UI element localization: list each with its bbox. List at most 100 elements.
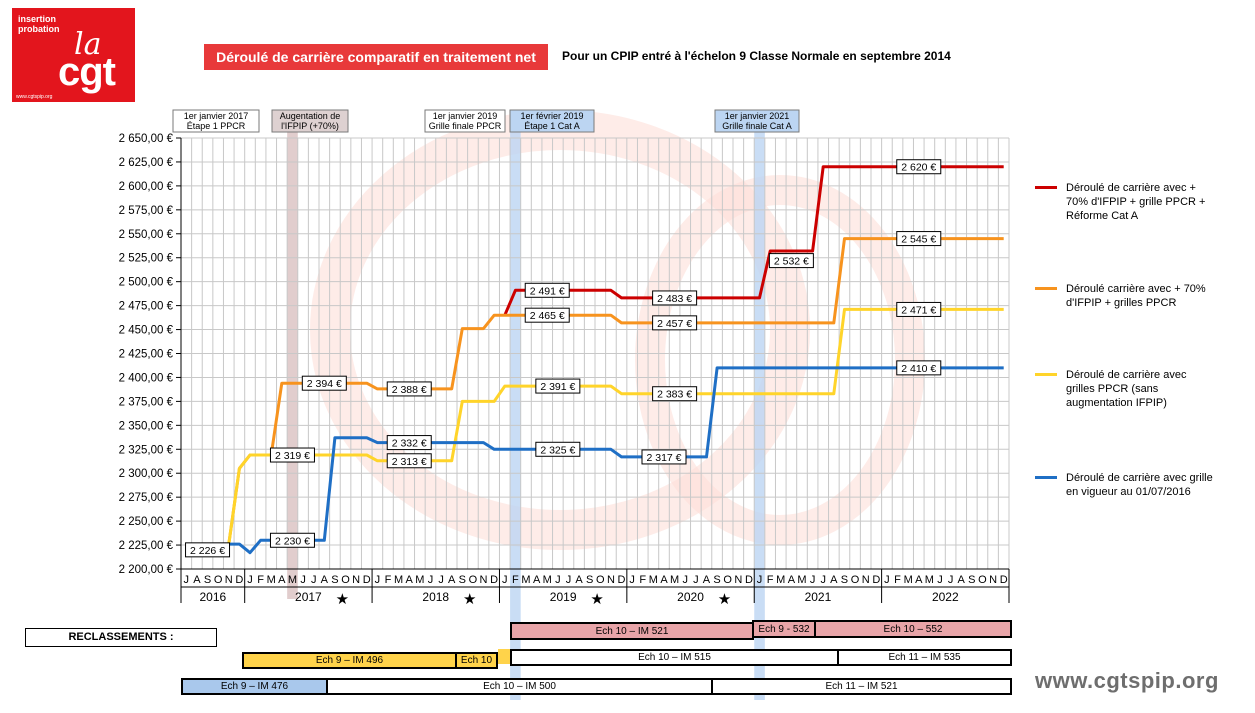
- annotation-box: [509, 109, 595, 133]
- month-tick-label: A: [660, 574, 668, 586]
- month-tick-label: S: [841, 574, 848, 586]
- y-tick-label: 2 475,00 €: [119, 301, 174, 313]
- data-label: 2 457 €: [657, 318, 692, 330]
- month-tick-label: J: [438, 574, 444, 586]
- y-tick-label: 2 650,00 €: [119, 133, 174, 145]
- site-watermark: www.cgtspip.org: [1035, 668, 1219, 693]
- month-tick-label: A: [958, 574, 966, 586]
- month-tick-label: D: [618, 574, 626, 586]
- month-tick-label: J: [300, 574, 306, 586]
- chart-title: Déroulé de carrière comparatif en traite…: [204, 44, 548, 70]
- month-tick-label: M: [776, 574, 785, 586]
- reclass-bar-yellow-1: Ech 9 – IM 496: [242, 652, 457, 669]
- month-tick-label: S: [968, 574, 975, 586]
- data-label-box: [269, 447, 315, 463]
- month-tick-label: J: [247, 574, 253, 586]
- month-tick-label: A: [278, 574, 286, 586]
- month-tick-label: D: [235, 574, 243, 586]
- month-tick-label: J: [884, 574, 890, 586]
- chart-label-layer: 2 491 € 2 483 € 2 532 € 2 620 € 2 394 € 2 388…: [185, 159, 942, 558]
- month-tick-label: A: [321, 574, 329, 586]
- month-tick-label: J: [311, 574, 317, 586]
- annotation-text: 1er janvier 2017: [184, 111, 249, 121]
- year-label: 2022: [932, 590, 959, 604]
- reclassements-label: RECLASSEMENTS :: [25, 628, 217, 647]
- month-tick-label: J: [184, 574, 190, 586]
- month-tick-label: J: [682, 574, 688, 586]
- reclass-bar-yellow-2: Ech 10: [455, 652, 498, 669]
- month-tick-label: F: [385, 574, 392, 586]
- month-tick-label: N: [352, 574, 360, 586]
- reclass-bar-blue-3: Ech 11 – IM 521: [711, 678, 1012, 695]
- data-label: 2 620 €: [901, 162, 936, 174]
- y-tick-label: 2 450,00 €: [119, 325, 174, 337]
- highlight-column-ifpip: [287, 110, 298, 599]
- data-label-box: [524, 282, 570, 298]
- month-tick-label: M: [394, 574, 403, 586]
- data-label-box: [535, 378, 581, 394]
- month-tick-label: N: [989, 574, 997, 586]
- annotation-text: 1er janvier 2021: [725, 111, 790, 121]
- month-tick-label: J: [757, 574, 763, 586]
- y-tick-label: 2 225,00 €: [119, 540, 174, 552]
- year-star-marker: ★: [590, 591, 603, 608]
- year-label: 2019: [550, 590, 577, 604]
- legend-swatch-blue: [1035, 476, 1057, 479]
- month-tick-label: A: [575, 574, 583, 586]
- y-tick-label: 2 575,00 €: [119, 205, 174, 217]
- month-tick-label: M: [797, 574, 806, 586]
- year-star-marker: ★: [463, 591, 476, 608]
- month-tick-label: N: [225, 574, 233, 586]
- annotation-text: Grille finale Cat A: [722, 121, 792, 131]
- annotation-text: 1er février 2019: [520, 111, 583, 121]
- month-tick-label: F: [257, 574, 264, 586]
- legend-label-blue: Déroulé de carrière avec grille en vigue…: [1066, 472, 1213, 498]
- month-tick-label: S: [586, 574, 593, 586]
- month-tick-label: J: [375, 574, 381, 586]
- y-tick-label: 2 275,00 €: [119, 492, 174, 504]
- annotation-box: [271, 109, 349, 133]
- month-tick-label: S: [713, 574, 720, 586]
- reclass-bar-red-1: Ech 10 – IM 521: [510, 622, 754, 640]
- data-label: 2 471 €: [901, 304, 936, 316]
- logo-tagline: insertion probation: [18, 14, 60, 34]
- data-label-box: [652, 315, 698, 331]
- cgt-logo: insertion probation la cgt www.cgtspip.or…: [12, 8, 135, 102]
- year-star-marker: ★: [336, 591, 349, 608]
- data-label: 2 391 €: [540, 381, 575, 393]
- month-tick-label: A: [830, 574, 838, 586]
- month-tick-label: M: [415, 574, 424, 586]
- month-tick-label: M: [288, 574, 297, 586]
- month-tick-label: A: [915, 574, 923, 586]
- year-label: 2016: [199, 590, 226, 604]
- data-label: 2 394 €: [307, 378, 342, 390]
- logo-url: www.cgtspip.org: [16, 94, 53, 100]
- y-tick-label: 2 350,00 €: [119, 420, 174, 432]
- annotation-text: Étape 1 Cat A: [524, 121, 580, 131]
- month-tick-label: A: [703, 574, 711, 586]
- data-label-box: [386, 381, 432, 397]
- month-tick-label: D: [745, 574, 753, 586]
- year-label: 2021: [805, 590, 832, 604]
- month-tick-label: A: [533, 574, 541, 586]
- data-label-box: [524, 307, 570, 323]
- legend-label-red: Déroulé de carrière avec + 70% d'IFPIP +…: [1066, 182, 1206, 222]
- month-tick-label: S: [204, 574, 211, 586]
- year-label: 2020: [677, 590, 704, 604]
- y-tick-label: 2 525,00 €: [119, 253, 174, 265]
- annotation-box: [172, 109, 260, 133]
- month-tick-label: M: [670, 574, 679, 586]
- data-label: 2 317 €: [646, 452, 681, 464]
- month-tick-label: O: [851, 574, 860, 586]
- year-label: 2017: [295, 590, 322, 604]
- y-tick-label: 2 500,00 €: [119, 277, 174, 289]
- data-label-box: [896, 360, 942, 376]
- legend-swatch-yellow: [1035, 373, 1057, 376]
- month-tick-label: J: [937, 574, 943, 586]
- month-tick-label: S: [459, 574, 466, 586]
- annotation-box: [424, 109, 506, 133]
- chart-subtitle: Pour un CPIP entré à l'échelon 9 Classe …: [562, 49, 951, 63]
- reclass-bar-white-1: Ech 10 – IM 515: [510, 649, 839, 666]
- data-label-box: [768, 253, 814, 269]
- month-tick-label: M: [925, 574, 934, 586]
